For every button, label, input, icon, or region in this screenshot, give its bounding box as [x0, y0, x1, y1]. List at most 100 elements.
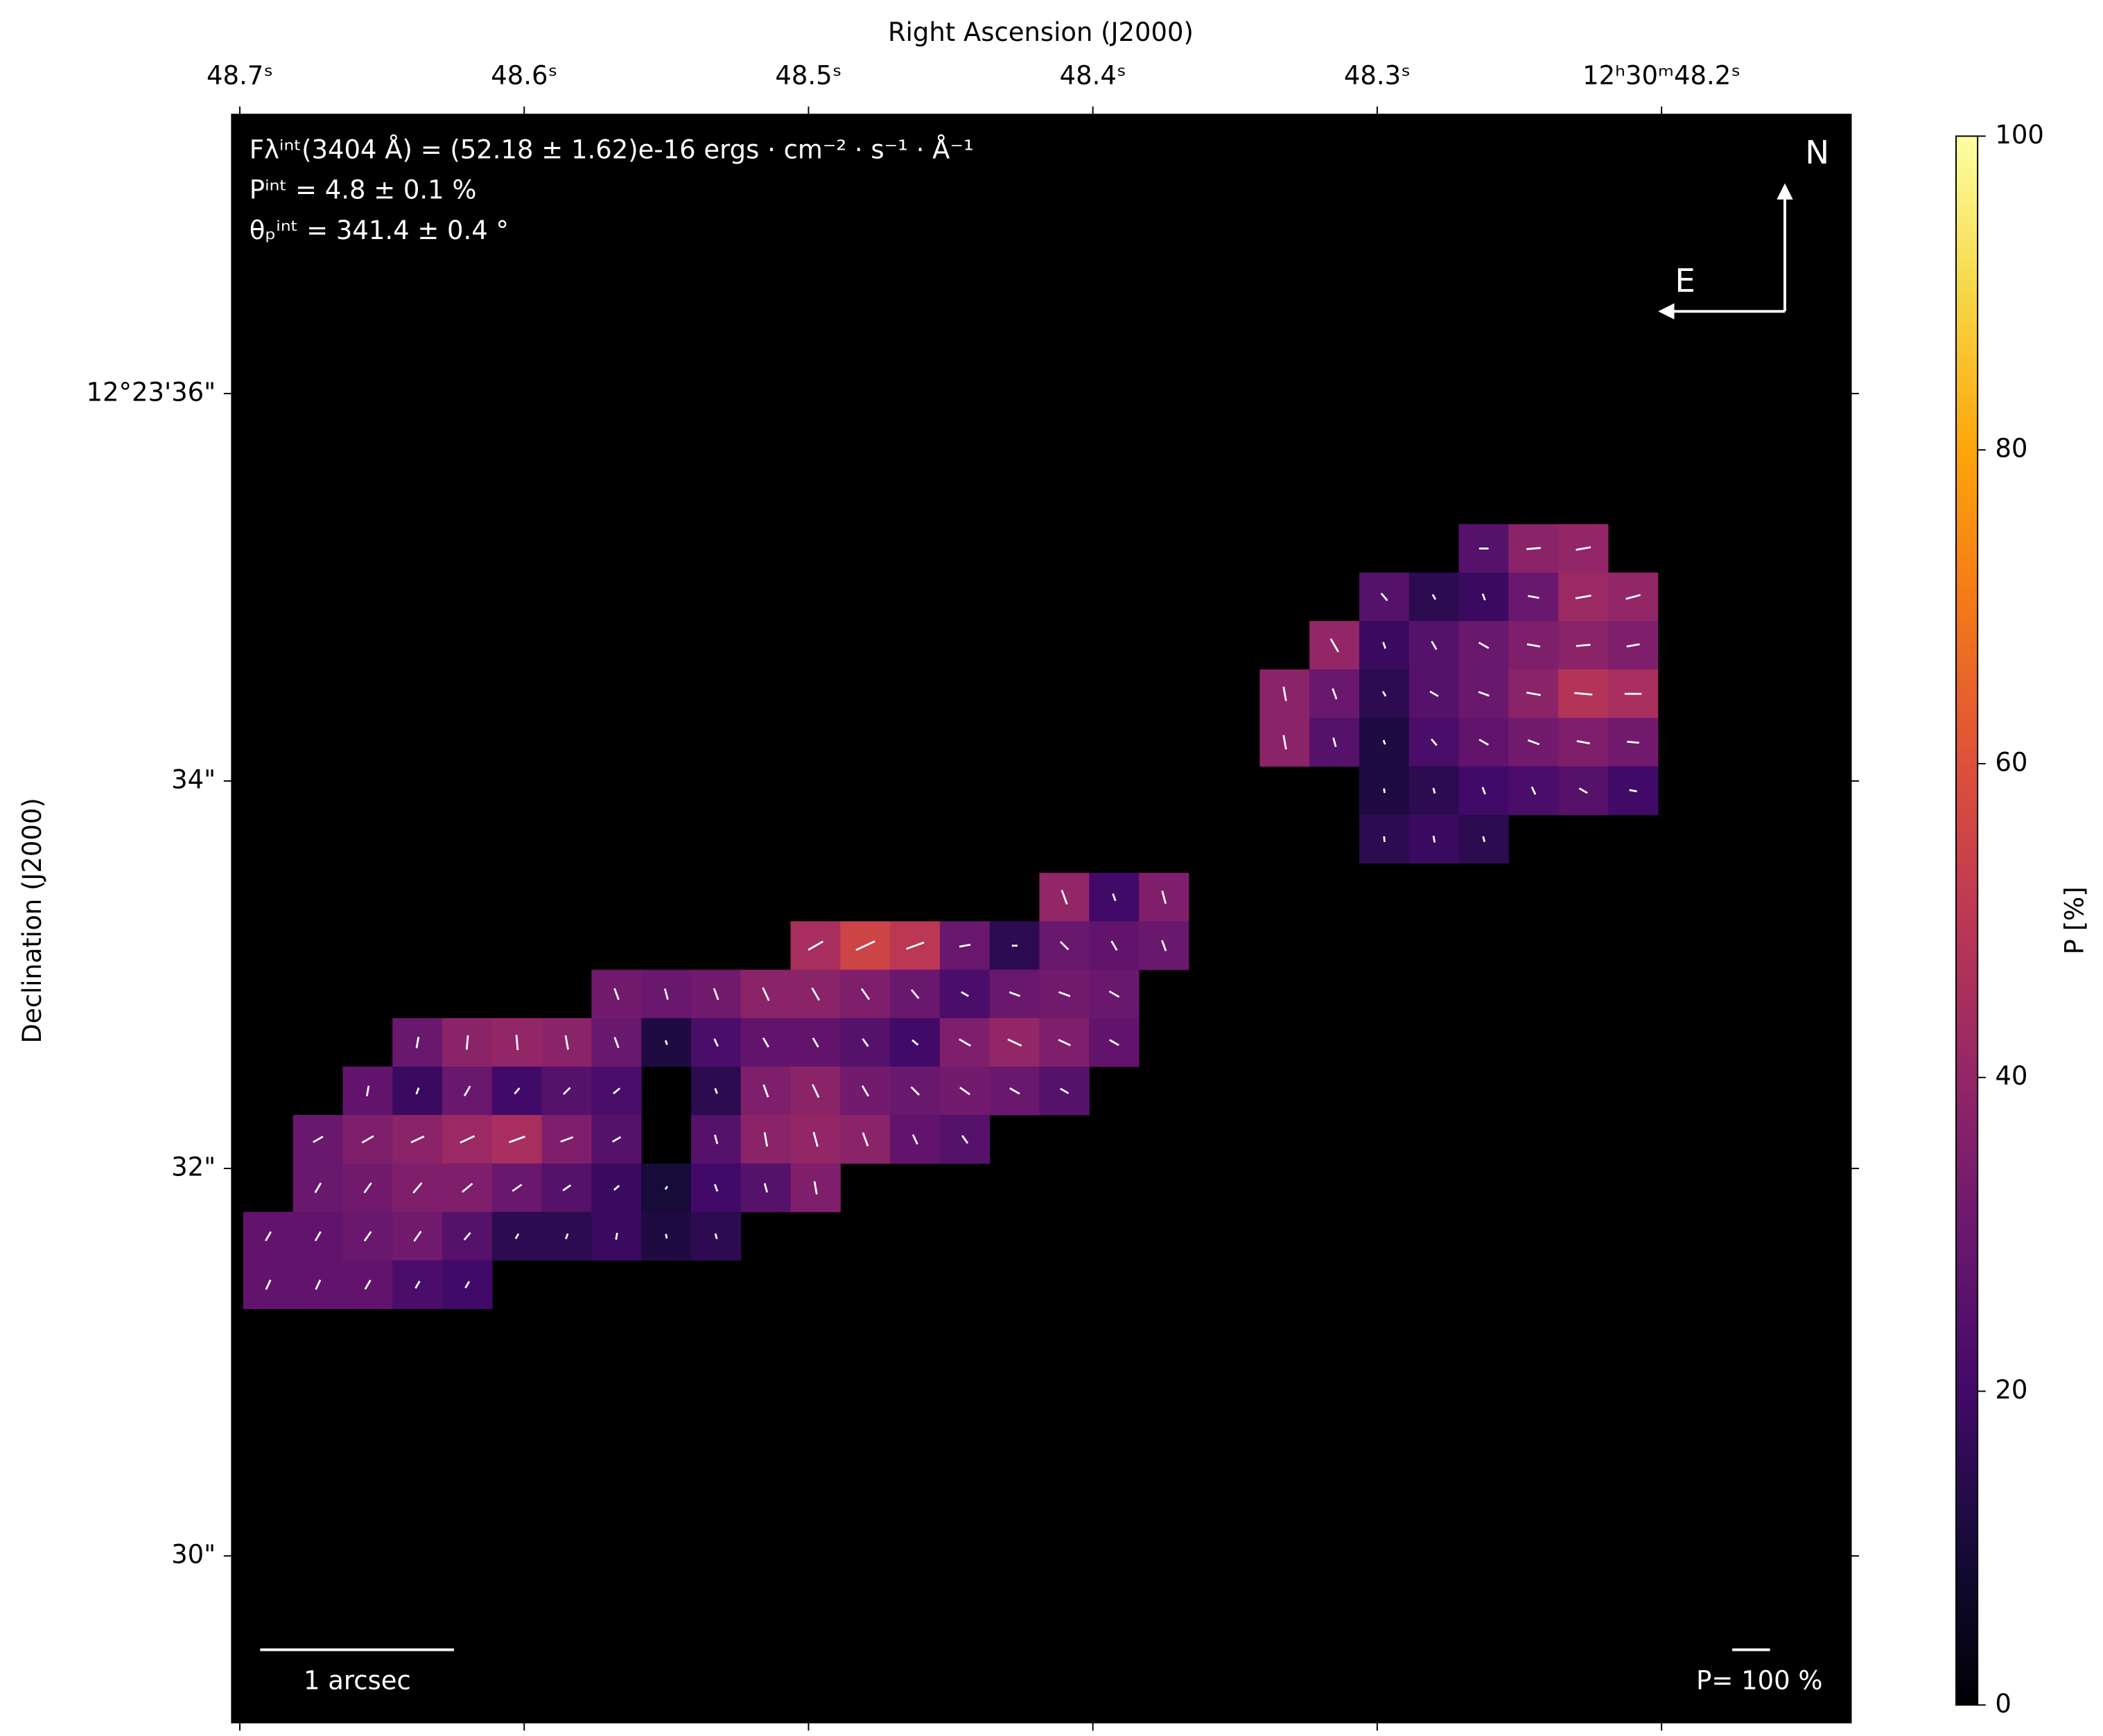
- polarization-vector: [413, 1230, 422, 1242]
- polarization-vector: [862, 1132, 869, 1147]
- polarization-vector: [1625, 594, 1641, 600]
- polarization-vector: [911, 1039, 919, 1046]
- colorbar-label: P [%]: [2060, 886, 2090, 954]
- polarization-vector: [265, 1231, 272, 1242]
- polarization-vector: [813, 1181, 818, 1195]
- polarization-vector: [412, 1182, 423, 1194]
- polarization-vector: [811, 987, 821, 1001]
- polarization-vector: [1329, 638, 1339, 653]
- polarization-vector: [1161, 940, 1167, 952]
- polarization-vector: [663, 988, 669, 1000]
- polarization-vector: [613, 988, 620, 1001]
- polarization-vector: [1478, 691, 1490, 697]
- polarization-vector: [1383, 836, 1386, 843]
- polarization-vector: [1575, 595, 1591, 599]
- colorbar-tick-label: 40: [1995, 1061, 2027, 1091]
- polarization-vector: [615, 1232, 618, 1240]
- y-tick-label: 12°23'36": [87, 377, 216, 407]
- polarization-vector: [959, 1038, 971, 1047]
- polarization-vector: [613, 1087, 621, 1095]
- polarization-vector: [762, 1084, 769, 1098]
- polarization-vector: [562, 1184, 572, 1192]
- polarization-vector: [763, 1183, 768, 1193]
- polarization-vector: [1481, 593, 1486, 601]
- polarization-vector: [1431, 640, 1438, 650]
- polarization-vector: [463, 1231, 471, 1240]
- x-tick-label: 48.6ˢ: [491, 60, 557, 90]
- polarization-vector: [664, 1185, 668, 1191]
- annotation: Fλⁱⁿᵗ(3404 Å) = (52.18 ± 1.62)e-16 ergs …: [250, 134, 974, 164]
- polarization-vector: [1382, 642, 1387, 649]
- polarization-vector: [910, 1086, 920, 1096]
- polarization-vector: [410, 1135, 425, 1143]
- polarization-vector: [1061, 889, 1068, 905]
- x-tick-label: 12ʰ30ᵐ48.2ˢ: [1582, 60, 1740, 90]
- polarization-vector: [714, 1233, 718, 1240]
- polarization-vector: [713, 988, 719, 1001]
- polarization-vector: [565, 1233, 569, 1240]
- scale-bar-label: 1 arcsec: [304, 1666, 411, 1696]
- x-axis-label: Right Ascension (J2000): [888, 17, 1194, 47]
- polarization-vector: [1431, 738, 1438, 746]
- polarization-vector: [714, 1134, 719, 1145]
- polarization-vector: [1578, 787, 1588, 794]
- polarization-vector: [613, 1037, 620, 1049]
- polarization-vector: [1526, 547, 1541, 550]
- polarization-vector: [1629, 789, 1637, 793]
- y-axis-label: Declination (J2000): [17, 798, 47, 1043]
- polarization-vector: [763, 1132, 769, 1147]
- y-tick-label: 30": [171, 1540, 216, 1570]
- polarization-vector: [508, 1135, 525, 1143]
- polarization-vector: [315, 1279, 322, 1290]
- polarization-vector: [862, 1037, 869, 1047]
- polarization-vector: [1060, 1087, 1070, 1094]
- polarization-vector: [713, 1184, 719, 1192]
- polarization-vector: [855, 940, 875, 952]
- polarization-vector: [1332, 688, 1338, 700]
- polarization-vector: [1110, 940, 1118, 951]
- polarization-vector: [1431, 594, 1437, 600]
- polarization-vector: [1282, 735, 1287, 750]
- colorbar: [1955, 135, 1979, 1706]
- colorbar-tick-label: 20: [1995, 1375, 2027, 1405]
- polarization-vector: [361, 1135, 374, 1144]
- polarization-vector: [1478, 642, 1490, 649]
- y-tick-label: 34": [171, 764, 216, 794]
- polarization-vector: [1058, 1039, 1071, 1046]
- polarization-vector: [265, 1279, 272, 1290]
- polarization-vector: [564, 1035, 569, 1050]
- polarization-vector: [1432, 787, 1436, 794]
- polarization-vector: [1332, 737, 1337, 747]
- polarization-vector: [1058, 991, 1071, 997]
- compass-north: N: [1805, 134, 1829, 172]
- colorbar-tick-label: 80: [1995, 434, 2027, 464]
- polarization-vector: [961, 991, 969, 997]
- polarization-vector: [1530, 786, 1537, 795]
- polarization-vector: [1478, 739, 1489, 746]
- polarization-vector: [415, 1037, 420, 1049]
- polarization-vector: [1007, 1038, 1022, 1047]
- colorbar-tick-label: 100: [1995, 120, 2044, 150]
- polarization-vector: [314, 1182, 322, 1193]
- polarization-vector: [562, 1087, 571, 1096]
- polarization-vector: [364, 1279, 372, 1290]
- polarization-vector: [762, 1037, 769, 1048]
- polarization-vector: [1526, 643, 1541, 648]
- polarization-vector: [860, 988, 871, 1001]
- polarization-vector: [1429, 690, 1439, 697]
- polarization-vector: [812, 1132, 819, 1147]
- polarization-vector: [1627, 740, 1639, 744]
- polarization-vector: [363, 1231, 372, 1242]
- polarization-vector: [1576, 644, 1591, 647]
- polarization-vector: [613, 1184, 620, 1191]
- polarization-vector: [665, 1234, 668, 1239]
- x-tick-label: 48.3ˢ: [1344, 60, 1411, 90]
- polarization-vector: [812, 1084, 820, 1098]
- polarization-vector: [415, 1280, 421, 1289]
- frame: [231, 114, 1852, 1724]
- polarization-vector: [1382, 739, 1386, 745]
- x-tick-label: 48.4ˢ: [1060, 60, 1126, 90]
- compass-east: E: [1675, 263, 1695, 300]
- polarization-vector: [1576, 546, 1591, 551]
